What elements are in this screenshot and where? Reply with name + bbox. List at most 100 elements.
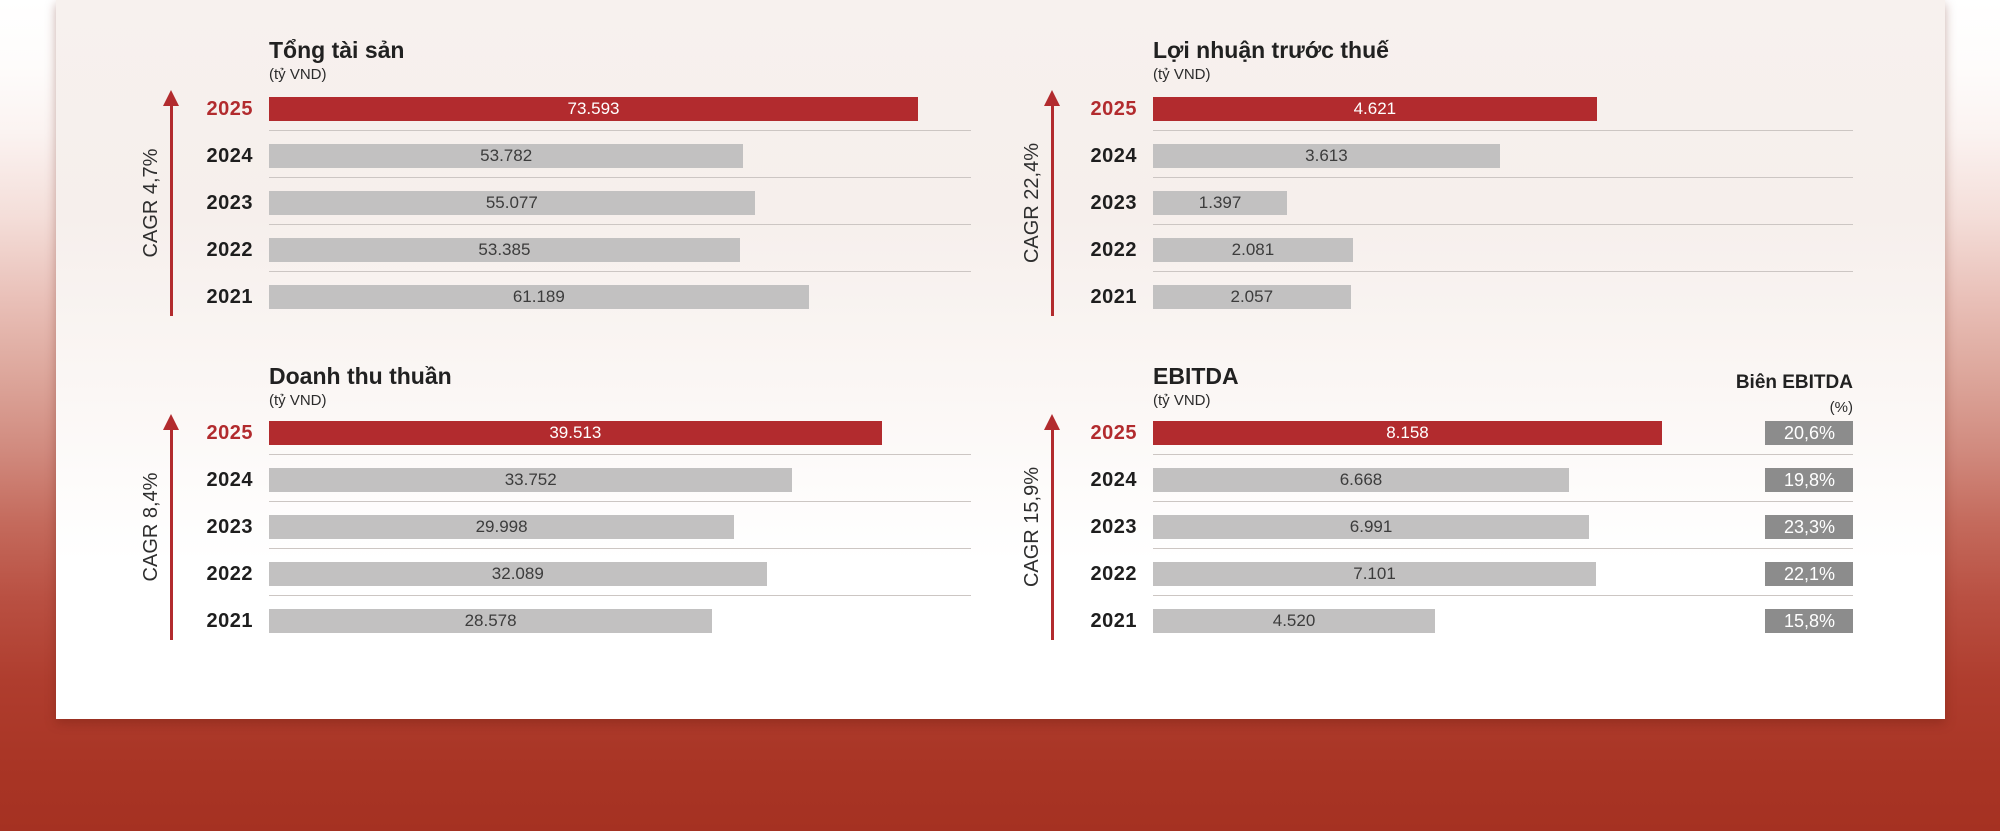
bar-track: 4.520 15,8% bbox=[1153, 609, 1853, 633]
year-label: 2024 bbox=[206, 145, 253, 167]
year-label: 2023 bbox=[1090, 192, 1137, 214]
value-bar: 4.621 bbox=[1153, 97, 1597, 121]
chart-row-2025: 2025 39.513 bbox=[159, 421, 971, 468]
arrow-head-icon bbox=[1044, 90, 1060, 106]
arrow-shaft bbox=[1050, 103, 1054, 316]
bar-value-label: 7.101 bbox=[1353, 564, 1396, 583]
value-bar: 2.057 bbox=[1153, 285, 1351, 309]
row-separator bbox=[269, 130, 971, 131]
value-bar: 7.101 bbox=[1153, 562, 1597, 586]
cagr-label-loi-nhuan: CAGR 22,4% bbox=[1021, 142, 1043, 264]
year-label: 2021 bbox=[1090, 286, 1137, 308]
arrow-shaft bbox=[169, 427, 173, 640]
chart-row-2024: 2024 53.782 bbox=[159, 144, 971, 191]
bar-value-label: 2.081 bbox=[1231, 240, 1275, 259]
chart-row-2021: 2021 61.189 bbox=[159, 285, 971, 332]
bar-value-label: 39.513 bbox=[549, 423, 602, 442]
row-separator bbox=[1153, 595, 1853, 596]
chart-row-2023: 2023 6.991 23,3% bbox=[1043, 515, 1853, 562]
year-label: 2022 bbox=[1090, 563, 1137, 585]
ebitda-margin-unit: (%) bbox=[1829, 399, 1853, 416]
value-bar: 33.752 bbox=[269, 468, 793, 492]
arrow-shaft bbox=[1050, 427, 1054, 640]
chart-rows-ebitda: 2025 8.158 20,6% 2024 6.668 19,8% 2023 6.991 23,… bbox=[1043, 421, 1853, 656]
row-separator bbox=[269, 224, 971, 225]
cagr-arrow-tong-tai-san bbox=[161, 90, 181, 316]
year-label: 2024 bbox=[206, 469, 253, 491]
row-separator bbox=[1153, 454, 1853, 455]
bar-value-label: 8.158 bbox=[1386, 423, 1429, 442]
chart-rows-loi-nhuan: 2025 4.621 2024 3.613 2023 1.397 2022 2.081 2021… bbox=[1043, 97, 1853, 332]
value-bar: 55.077 bbox=[269, 191, 755, 215]
chart-row-2024: 2024 6.668 19,8% bbox=[1043, 468, 1853, 515]
chart-row-2023: 2023 1.397 bbox=[1043, 191, 1853, 238]
row-separator bbox=[1153, 177, 1853, 178]
value-bar: 3.613 bbox=[1153, 144, 1500, 168]
chart-row-2025: 2025 4.621 bbox=[1043, 97, 1853, 144]
bar-value-label: 1.397 bbox=[1198, 193, 1242, 212]
value-bar: 53.385 bbox=[269, 238, 740, 262]
arrow-head-icon bbox=[163, 414, 179, 430]
chart-row-2021: 2021 2.057 bbox=[1043, 285, 1853, 332]
chart-unit-tong-tai-san: (tỷ VND) bbox=[269, 66, 327, 83]
bar-value-label: 53.782 bbox=[480, 146, 533, 165]
row-separator bbox=[269, 177, 971, 178]
bar-track: 2.057 bbox=[1153, 285, 1853, 309]
bar-value-label: 3.613 bbox=[1305, 146, 1348, 165]
bar-track: 55.077 bbox=[269, 191, 971, 215]
chart-row-2022: 2022 7.101 22,1% bbox=[1043, 562, 1853, 609]
year-label: 2025 bbox=[206, 422, 253, 444]
cagr-label-ebitda: CAGR 15,9% bbox=[1021, 466, 1043, 588]
chart-row-2025: 2025 73.593 bbox=[159, 97, 971, 144]
cagr-arrow-ebitda bbox=[1042, 414, 1062, 640]
bar-value-label: 53.385 bbox=[478, 240, 531, 259]
value-bar: 61.189 bbox=[269, 285, 809, 309]
year-label: 2022 bbox=[206, 563, 253, 585]
year-label: 2024 bbox=[1090, 145, 1137, 167]
chart-row-2022: 2022 32.089 bbox=[159, 562, 971, 609]
bar-track: 53.782 bbox=[269, 144, 971, 168]
row-separator bbox=[269, 501, 971, 502]
bar-track: 4.621 bbox=[1153, 97, 1853, 121]
bar-value-label: 6.668 bbox=[1339, 470, 1383, 489]
bar-value-label: 29.998 bbox=[475, 517, 528, 536]
ebitda-margin-badge: 20,6% bbox=[1765, 421, 1853, 445]
bar-track: 32.089 bbox=[269, 562, 971, 586]
arrow-head-icon bbox=[163, 90, 179, 106]
chart-row-2023: 2023 29.998 bbox=[159, 515, 971, 562]
bar-value-label: 61.189 bbox=[512, 287, 565, 306]
year-label: 2023 bbox=[206, 192, 253, 214]
value-bar: 6.991 bbox=[1153, 515, 1590, 539]
row-separator bbox=[1153, 501, 1853, 502]
ebitda-margin-badge: 23,3% bbox=[1765, 515, 1853, 539]
bar-track: 39.513 bbox=[269, 421, 971, 445]
chart-rows-tong-tai-san: 2025 73.593 2024 53.782 2023 55.077 2022 53.385… bbox=[159, 97, 971, 332]
bar-track: 7.101 22,1% bbox=[1153, 562, 1853, 586]
chart-unit-ebitda: (tỷ VND) bbox=[1153, 392, 1211, 409]
bar-value-label: 4.621 bbox=[1353, 99, 1397, 118]
bar-track: 28.578 bbox=[269, 609, 971, 633]
arrow-shaft bbox=[169, 103, 173, 316]
ebitda-margin-badge: 22,1% bbox=[1765, 562, 1853, 586]
bar-track: 3.613 bbox=[1153, 144, 1853, 168]
value-bar: 2.081 bbox=[1153, 238, 1353, 262]
value-bar: 28.578 bbox=[269, 609, 713, 633]
year-label: 2022 bbox=[206, 239, 253, 261]
chart-title-ebitda: EBITDA bbox=[1153, 363, 1239, 389]
bar-value-label: 6.991 bbox=[1349, 517, 1393, 536]
year-label: 2024 bbox=[1090, 469, 1137, 491]
chart-row-2024: 2024 33.752 bbox=[159, 468, 971, 515]
bar-track: 73.593 bbox=[269, 97, 971, 121]
row-separator bbox=[269, 271, 971, 272]
chart-row-2023: 2023 55.077 bbox=[159, 191, 971, 238]
row-separator bbox=[1153, 130, 1853, 131]
year-label: 2025 bbox=[1090, 422, 1137, 444]
cagr-arrow-doanh-thu bbox=[161, 414, 181, 640]
year-label: 2023 bbox=[206, 516, 253, 538]
ebitda-margin-badge: 15,8% bbox=[1765, 609, 1853, 633]
year-label: 2023 bbox=[1090, 516, 1137, 538]
year-label: 2025 bbox=[206, 98, 253, 120]
chart-unit-loi-nhuan: (tỷ VND) bbox=[1153, 66, 1211, 83]
chart-row-2025: 2025 8.158 20,6% bbox=[1043, 421, 1853, 468]
